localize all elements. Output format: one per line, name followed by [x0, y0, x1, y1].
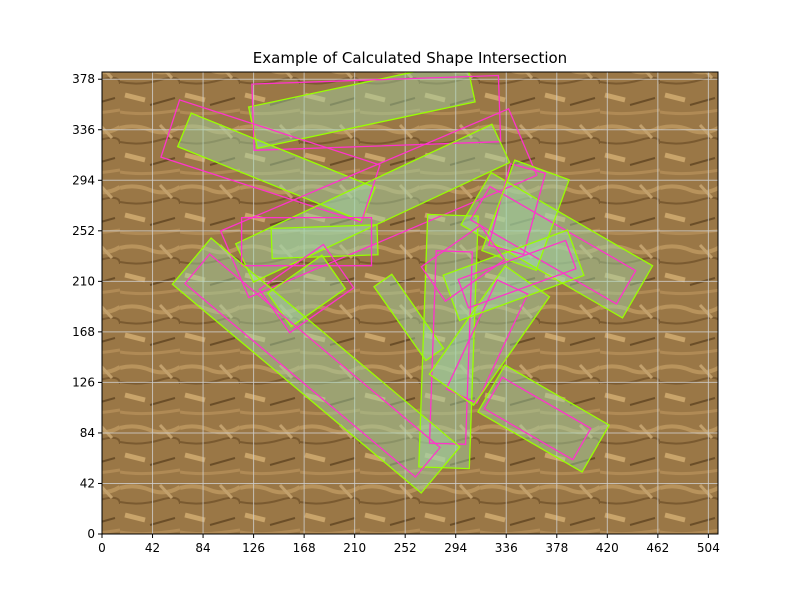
bounding-box-green	[270, 224, 379, 260]
bounding-box-green	[477, 364, 611, 473]
bounding-box-magenta	[483, 376, 592, 461]
y-tick-label: 378	[72, 72, 95, 86]
bounding-box-green	[373, 273, 445, 362]
y-tick-label: 336	[72, 123, 95, 137]
bounding-box-green	[428, 264, 551, 407]
intersection-region	[271, 224, 378, 259]
y-tick-label: 252	[72, 224, 95, 238]
x-tick-label: 462	[646, 541, 669, 555]
y-tick-label: 84	[80, 426, 95, 440]
plot-frame	[101, 71, 719, 535]
intersection-region	[429, 265, 550, 406]
intersection-region	[177, 113, 376, 221]
x-tick-label: 42	[145, 541, 160, 555]
x-tick-label: 126	[242, 541, 265, 555]
x-tick-label: 294	[444, 541, 467, 555]
bounding-box-magenta	[240, 216, 373, 267]
bounding-box-green	[481, 159, 570, 272]
bounding-box-green	[418, 213, 479, 470]
shape-layer	[160, 72, 654, 494]
bounding-box-magenta	[420, 224, 506, 303]
bounding-box-magenta	[487, 163, 547, 256]
bounding-box-magenta	[469, 185, 637, 305]
bounding-box-magenta	[251, 74, 502, 151]
bounding-box-green	[171, 237, 461, 494]
intersection-region	[374, 274, 444, 361]
x-tick-label: 210	[343, 541, 366, 555]
intersection-region	[172, 238, 460, 493]
intersection-region	[481, 160, 570, 271]
bounding-box-magenta	[184, 253, 442, 478]
bounding-box-green	[266, 254, 347, 328]
chart-title: Example of Calculated Shape Intersection	[253, 49, 567, 67]
intersection-region	[443, 230, 584, 321]
x-tick-label: 252	[394, 541, 417, 555]
x-tick-label: 84	[195, 541, 210, 555]
bounding-box-green	[442, 229, 585, 322]
x-tick-label: 378	[545, 541, 568, 555]
intersection-region	[248, 72, 476, 149]
x-tick-label: 168	[293, 541, 316, 555]
y-tick-label: 126	[72, 375, 95, 389]
y-tick-label: 168	[72, 325, 95, 339]
intersection-region	[461, 172, 653, 318]
x-tick-label: 336	[495, 541, 518, 555]
bounding-box-green	[460, 171, 654, 319]
bounding-box-magenta	[160, 99, 381, 224]
x-tick-label: 0	[98, 541, 106, 555]
y-tick-label: 294	[72, 173, 95, 187]
intersection-region	[477, 365, 610, 472]
y-tick-label: 42	[80, 476, 95, 490]
bounding-box-magenta	[457, 239, 577, 309]
axes: 0 42 84 126 168 210 252 294 336 378 420 462 504 0 42 84…	[72, 72, 720, 555]
y-tick-label: 210	[72, 274, 95, 288]
intersection-region	[267, 255, 346, 327]
x-tick-label: 504	[697, 541, 720, 555]
bounding-box-green	[247, 72, 476, 149]
y-tick-label: 0	[87, 527, 95, 541]
intersection-region	[235, 124, 510, 282]
bounding-box-green	[176, 112, 377, 222]
x-tick-label: 420	[596, 541, 619, 555]
